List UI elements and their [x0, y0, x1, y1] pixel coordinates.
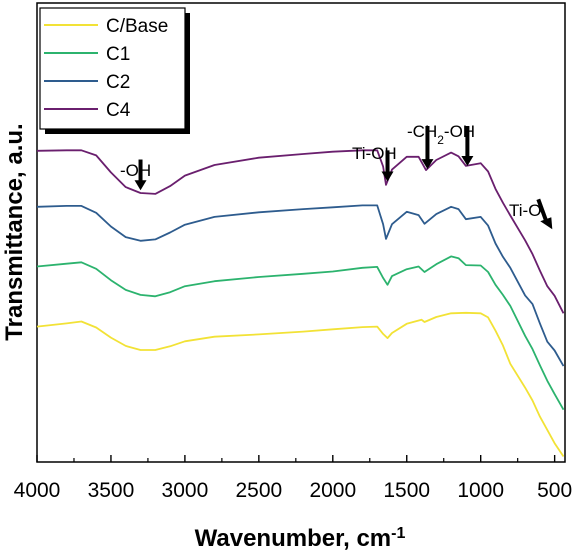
plot-frame — [36, 2, 566, 463]
legend-label-c4: C4 — [106, 100, 131, 121]
x-tick-label-1000: 1000 — [457, 479, 504, 502]
x-tick-label-2500: 2500 — [235, 479, 282, 502]
series-layer — [36, 149, 565, 458]
legend-items: C/Base C1 C2 C4 — [44, 16, 168, 121]
x-tick-label-4000: 4000 — [14, 479, 61, 502]
annotation-arrow-shaft — [536, 198, 549, 222]
x-tick-label-2000: 2000 — [309, 479, 356, 502]
series-line-c-base — [36, 311, 565, 458]
annotation-label-ti-o: Ti-O — [509, 201, 541, 220]
y-axis-title: Transmittance, a.u. — [1, 123, 28, 340]
series-line-c2 — [36, 204, 565, 367]
x-tick-label-1500: 1500 — [383, 479, 430, 502]
annotations — [134, 126, 553, 230]
annotation-arrowhead — [421, 159, 434, 170]
series-line-c4 — [36, 149, 565, 314]
legend-label-c-base: C/Base — [106, 16, 168, 37]
annotation-arrowhead — [540, 217, 553, 230]
legend-label-c1: C1 — [106, 44, 130, 65]
annotation-label-ti-oh: Ti-OH — [352, 144, 397, 163]
x-axis: 4000 3500 3000 2500 2000 1500 1000 500 — [14, 455, 572, 502]
x-axis-title: Wavenumber, cm-1 — [195, 525, 406, 553]
legend-label-c2: C2 — [106, 72, 130, 93]
x-tick-label-3000: 3000 — [162, 479, 209, 502]
x-tick-label-3500: 3500 — [88, 479, 135, 502]
legend: C/Base C1 C2 C4 — [39, 7, 190, 134]
annotation-label-ch2-oh: -CH2-OH — [407, 122, 475, 147]
annotation-arrowhead — [381, 171, 394, 182]
annotation-arrowhead — [461, 155, 474, 166]
x-tick-label-500: 500 — [537, 479, 572, 502]
annotation-label-oh: -OH — [120, 161, 151, 180]
annotation-arrowhead — [134, 180, 147, 191]
series-line-c1 — [36, 255, 565, 411]
